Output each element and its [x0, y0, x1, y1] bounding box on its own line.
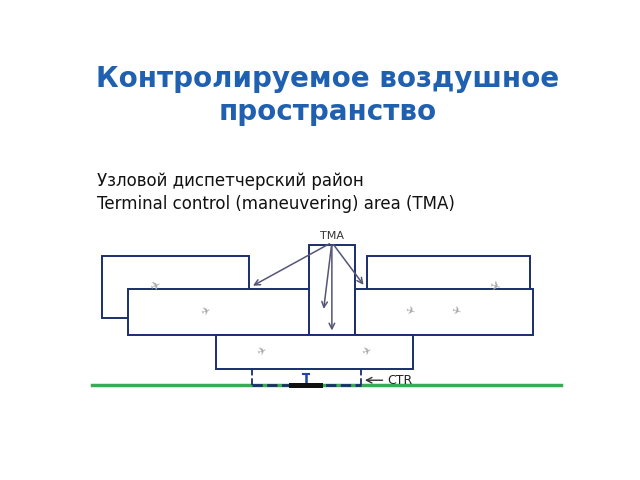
- Bar: [102, 256, 249, 318]
- Text: ✈: ✈: [404, 306, 415, 318]
- Text: ✈: ✈: [200, 305, 212, 318]
- Text: Контролируемое воздушное
пространство: Контролируемое воздушное пространство: [97, 65, 559, 126]
- Text: ✈: ✈: [488, 279, 501, 295]
- Bar: [289, 384, 323, 388]
- Bar: [355, 288, 533, 335]
- Text: ✈: ✈: [256, 346, 268, 359]
- Bar: [216, 335, 413, 370]
- Text: ✈: ✈: [450, 306, 461, 318]
- Text: TMA: TMA: [320, 231, 344, 241]
- Bar: [128, 288, 322, 335]
- Bar: [367, 256, 529, 318]
- Text: CTR: CTR: [387, 374, 412, 387]
- Text: ✈: ✈: [148, 279, 163, 295]
- Text: ✈: ✈: [360, 346, 373, 359]
- Text: Узловой диспетчерский район
Terminal control (maneuvering) area (TMA): Узловой диспетчерский район Terminal con…: [97, 171, 455, 213]
- Bar: [308, 245, 355, 335]
